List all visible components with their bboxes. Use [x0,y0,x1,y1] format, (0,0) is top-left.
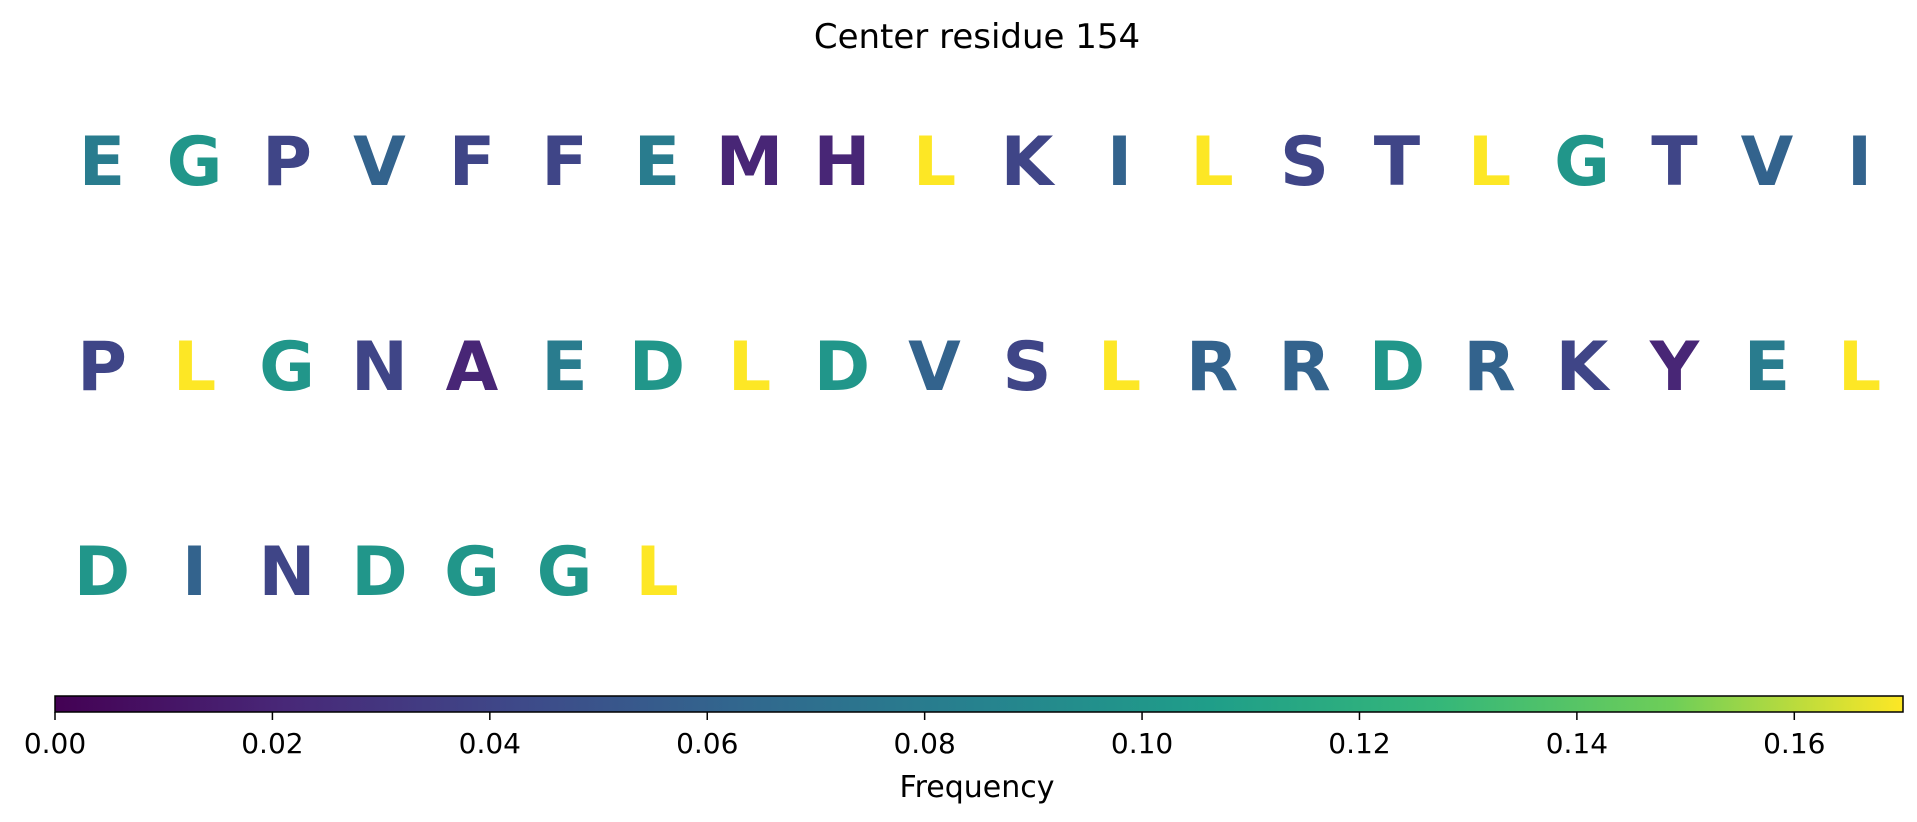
residue-letter: F [449,123,495,202]
residue-letter: R [1463,328,1515,407]
residue-letter: V [908,328,961,407]
chart-title: Center residue 154 [814,17,1140,57]
residue-letter: L [913,123,956,202]
residue-letter: T [1374,123,1421,202]
residue-letter: E [541,328,587,407]
residue-letter: V [1741,123,1794,202]
residue-letter: L [635,533,678,612]
residue-letter: E [1744,328,1790,407]
residue-letter: T [1651,123,1698,202]
residue-letter: P [77,328,127,407]
residue-letter: G [259,328,315,407]
residue-letter: R [1186,328,1238,407]
residue-letter: L [173,328,216,407]
residue-letter: S [1280,123,1329,202]
colorbar-tick-label: 0.14 [1546,727,1608,760]
residue-letter: G [444,533,500,612]
colorbar-tick-label: 0.00 [24,727,86,760]
colorbar-ticks: 0.00 0.02 0.04 0.06 0.08 0.10 0.12 0.14 0.16 [24,712,1825,760]
colorbar-tick-label: 0.04 [459,727,521,760]
residue-letter: D [74,533,130,612]
colorbar-tick-label: 0.10 [1111,727,1173,760]
residue-letter: N [259,533,316,612]
residue-letter: L [1098,328,1141,407]
residue-letter: M [716,123,784,202]
residue-letter: D [1369,328,1425,407]
colorbar: 0.00 0.02 0.04 0.06 0.08 0.10 0.12 0.14 0.16 Fre… [24,695,1904,805]
residue-letter: V [353,123,406,202]
residue-letter: E [79,123,125,202]
residue-letter: D [814,328,870,407]
residue-letter: E [634,123,680,202]
residue-letter: P [262,123,312,202]
residue-letter: D [629,328,685,407]
residue-letter: L [1838,328,1881,407]
residue-letter: Y [1649,328,1700,407]
colorbar-tick-label: 0.16 [1763,727,1825,760]
residue-grid: E G P V F F E M H L K I L S T L G T V IP L G N A E D L D V S L R R D R K Y E L… [74,123,1881,612]
residue-letter: K [1001,123,1056,202]
colorbar-tick-label: 0.02 [241,727,303,760]
residue-letter: L [1468,123,1511,202]
colorbar-label: Frequency [900,770,1055,805]
residue-letter: I [1847,123,1872,202]
residue-letter: N [351,328,408,407]
residue-letter: I [1107,123,1132,202]
residue-letter: F [541,123,587,202]
residue-letter: G [1554,123,1610,202]
residue-letter: G [537,533,593,612]
residue-letter: S [1003,328,1052,407]
colorbar-tick-label: 0.06 [676,727,738,760]
residue-letter: A [446,328,499,407]
residue-letter: K [1556,328,1611,407]
colorbar-tick-label: 0.12 [1328,727,1390,760]
colorbar-gradient [54,695,1904,713]
residue-letter: L [728,328,771,407]
colorbar-tick-label: 0.08 [893,727,955,760]
residue-letter: L [1190,123,1233,202]
residue-letter: D [351,533,407,612]
residue-letter: H [814,123,871,202]
residue-letter: G [167,123,223,202]
residue-letter: R [1278,328,1330,407]
residue-letter: I [182,533,207,612]
